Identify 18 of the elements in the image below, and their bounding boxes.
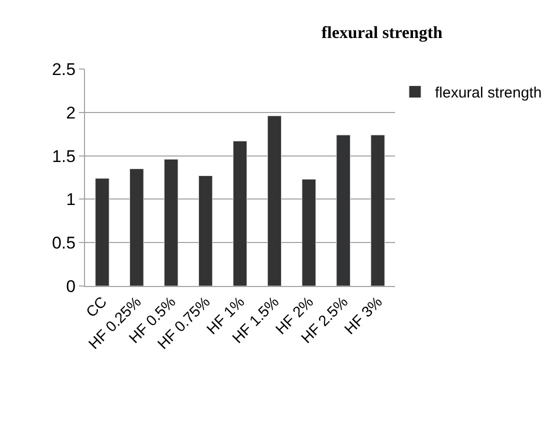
bar (164, 159, 178, 286)
y-tick-label: 1 (66, 190, 76, 210)
y-tick-label: 0 (66, 276, 76, 296)
x-tick-label: CC (83, 293, 110, 321)
bar (336, 134, 350, 286)
y-tick-label: 2 (66, 103, 76, 122)
chart-title: flexural strength (321, 22, 444, 42)
bar (267, 116, 282, 286)
legend-label: flexural strength (435, 84, 542, 102)
y-tick-label: 2.5 (52, 60, 76, 79)
bar (130, 168, 144, 286)
bar (370, 134, 385, 286)
bar (232, 140, 248, 286)
bar (302, 178, 316, 286)
bar (198, 176, 213, 286)
bar (95, 178, 110, 286)
y-tick-label: 0.5 (52, 234, 76, 253)
y-tick-label: 1.5 (52, 146, 76, 166)
